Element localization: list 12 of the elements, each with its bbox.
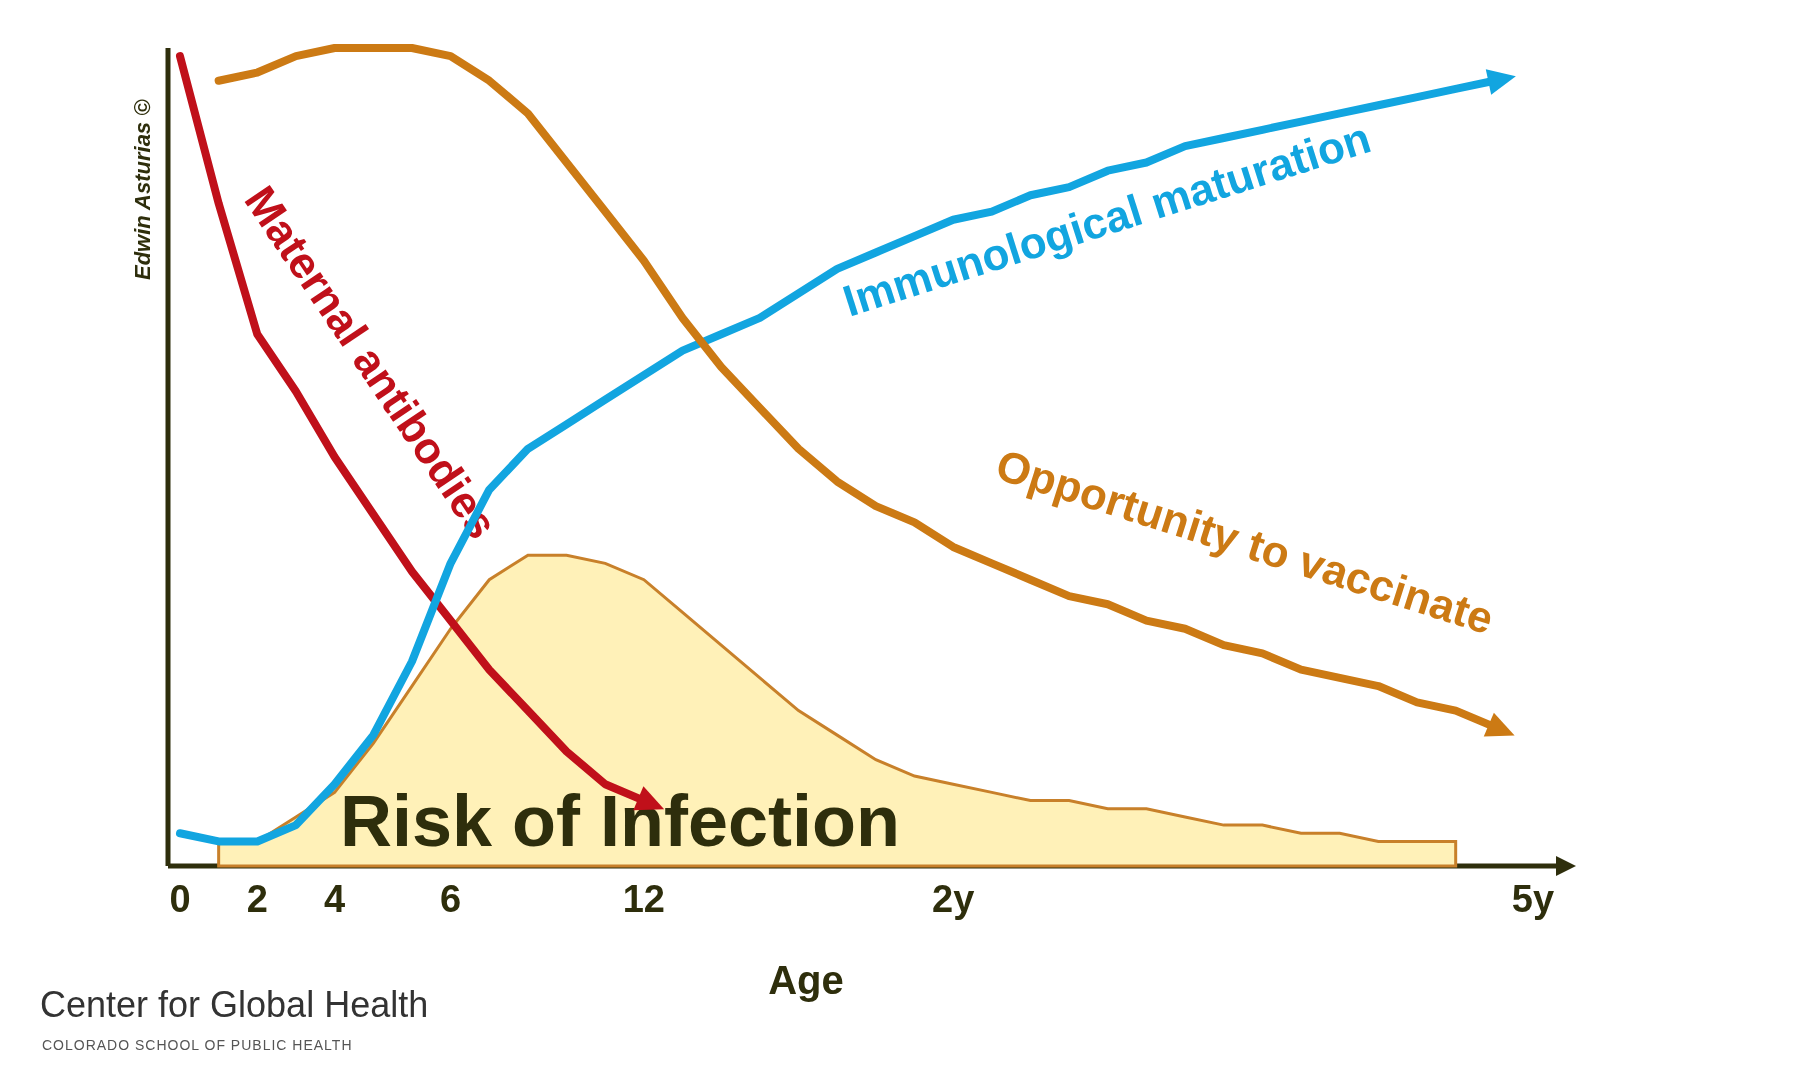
text: Center for Global Health: [40, 984, 429, 1025]
series-label: Risk of Infection: [340, 781, 901, 861]
x-tick-label: 12: [622, 878, 666, 920]
text: Edwin Asturias ©: [130, 98, 155, 280]
x-tick-label: 6: [440, 878, 462, 920]
x-axis-title: Age: [768, 958, 844, 1002]
x-tick-label: 0: [169, 878, 191, 920]
x-tick-label: 4: [324, 878, 346, 920]
x-tick-label: 5y: [1511, 878, 1555, 920]
x-tick-label: 2y: [932, 878, 975, 920]
text: COLORADO SCHOOL OF PUBLIC HEALTH: [42, 1037, 353, 1053]
x-tick-label: 2: [246, 878, 268, 920]
